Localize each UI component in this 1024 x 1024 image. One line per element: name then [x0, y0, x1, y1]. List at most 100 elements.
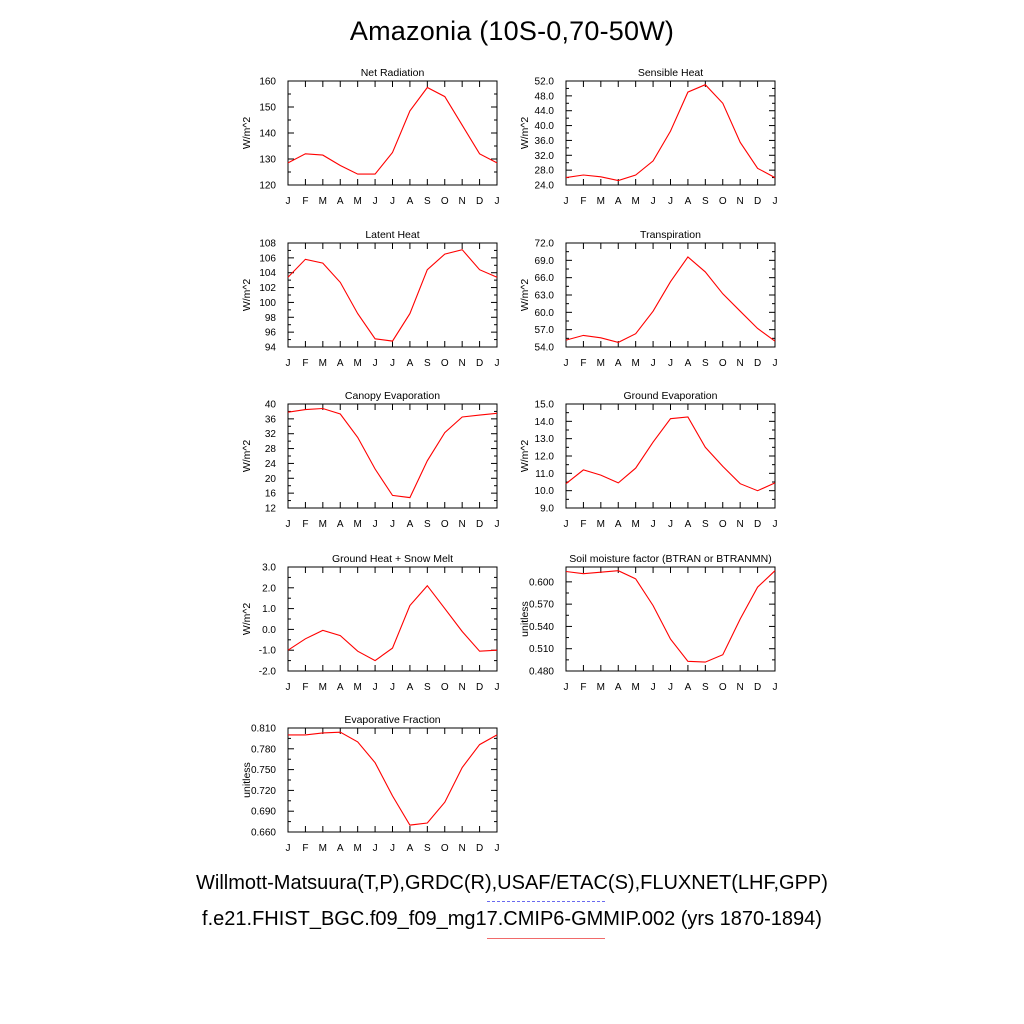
x-tick-label: J [773, 519, 778, 530]
y-tick-label: 2.0 [262, 583, 276, 594]
x-tick-label: J [495, 358, 500, 369]
x-tick-label: J [564, 196, 569, 207]
x-tick-label: N [737, 358, 744, 369]
panel-title: Net Radiation [361, 67, 425, 79]
y-tick-label: 66.0 [535, 273, 555, 284]
x-tick-label: F [302, 843, 308, 854]
x-tick-label: J [651, 196, 656, 207]
series-line [565, 256, 776, 343]
x-tick-label: A [685, 682, 692, 693]
x-tick-label: F [580, 196, 586, 207]
x-tick-label: F [302, 682, 308, 693]
y-tick-label: 0.690 [251, 807, 276, 818]
series-line [287, 86, 498, 175]
x-tick-label: J [373, 358, 378, 369]
x-tick-label: J [390, 196, 395, 207]
series-line [288, 731, 498, 826]
y-tick-label: 0.570 [529, 600, 554, 611]
y-tick-label: 52.0 [535, 77, 555, 88]
y-tick-label: 0.0 [262, 625, 276, 636]
panel-frame [565, 80, 776, 186]
x-tick-label: D [754, 358, 761, 369]
x-tick-label: A [615, 682, 622, 693]
y-tick-label: 0.480 [529, 667, 554, 678]
x-tick-label: N [459, 358, 466, 369]
x-tick-label: A [615, 519, 622, 530]
y-tick-label: 104 [259, 268, 276, 279]
panel-title: Ground Evaporation [624, 390, 718, 402]
x-tick-label: M [319, 358, 327, 369]
y-tick-label: 16 [265, 489, 277, 500]
x-tick-label: O [719, 682, 727, 693]
x-tick-label: S [424, 358, 431, 369]
y-axis-label: W/m^2 [519, 117, 531, 150]
x-tick-label: O [441, 843, 449, 854]
x-tick-label: D [476, 196, 483, 207]
x-tick-label: J [373, 682, 378, 693]
panel-frame [565, 566, 776, 672]
panel-frame [287, 403, 498, 509]
x-tick-label: M [631, 196, 639, 207]
x-tick-label: M [353, 843, 361, 854]
y-tick-label: 36.0 [535, 136, 555, 147]
y-tick-label: 24.0 [535, 181, 555, 192]
panel-title: Sensible Heat [638, 67, 703, 79]
y-tick-label: 3.0 [262, 563, 276, 574]
y-tick-label: -1.0 [259, 646, 277, 657]
x-tick-label: O [441, 519, 449, 530]
y-tick-label: 0.750 [251, 765, 276, 776]
y-axis-label: W/m^2 [241, 440, 253, 473]
panel-frame [565, 242, 776, 348]
x-tick-label: N [737, 519, 744, 530]
x-tick-label: M [597, 519, 605, 530]
y-tick-label: 36 [265, 414, 277, 425]
y-axis-label: W/m^2 [241, 117, 253, 150]
y-tick-label: 0.810 [251, 724, 276, 735]
x-tick-label: A [407, 682, 414, 693]
x-tick-label: M [353, 196, 361, 207]
y-tick-label: 28 [265, 444, 277, 455]
series-line [565, 416, 776, 492]
panel-title: Latent Heat [365, 229, 419, 241]
y-axis-label: W/m^2 [519, 279, 531, 312]
y-tick-label: 13.0 [535, 434, 555, 445]
x-tick-label: J [495, 196, 500, 207]
y-tick-label: 69.0 [535, 256, 555, 267]
x-tick-label: F [302, 519, 308, 530]
y-tick-label: 0.720 [251, 786, 276, 797]
y-tick-label: 1.0 [262, 604, 276, 615]
series-line [287, 407, 498, 499]
x-tick-label: S [424, 196, 431, 207]
y-tick-label: 0.600 [529, 577, 554, 588]
y-tick-label: 24 [265, 459, 277, 470]
y-tick-label: 0.510 [529, 644, 554, 655]
observations-label: Willmott-Matsuura(T,P),GRDC(R),USAF/ETAC… [196, 872, 828, 894]
x-tick-label: A [615, 196, 622, 207]
x-tick-label: J [286, 843, 291, 854]
y-tick-label: 11.0 [535, 469, 554, 480]
series-line [565, 84, 776, 182]
model-case-label: f.e21.FHIST_BGC.f09_f09_mg17.CMIP6-GMMIP… [202, 908, 822, 930]
panel-frame [287, 242, 498, 348]
x-tick-label: J [373, 196, 378, 207]
y-tick-label: 9.0 [540, 504, 554, 515]
x-tick-label: S [424, 682, 431, 693]
x-tick-label: M [319, 843, 327, 854]
y-tick-label: 98 [265, 313, 277, 324]
x-tick-label: O [719, 358, 727, 369]
x-tick-label: M [631, 519, 639, 530]
x-tick-label: M [597, 682, 605, 693]
figure-title: Amazonia (10S-0,70-50W) [349, 16, 675, 46]
x-tick-label: J [286, 358, 291, 369]
x-tick-label: A [685, 196, 692, 207]
x-tick-label: M [631, 358, 639, 369]
x-tick-label: J [773, 196, 778, 207]
x-tick-label: J [373, 519, 378, 530]
x-tick-label: N [459, 519, 466, 530]
x-tick-label: N [459, 196, 466, 207]
x-tick-label: N [737, 196, 744, 207]
